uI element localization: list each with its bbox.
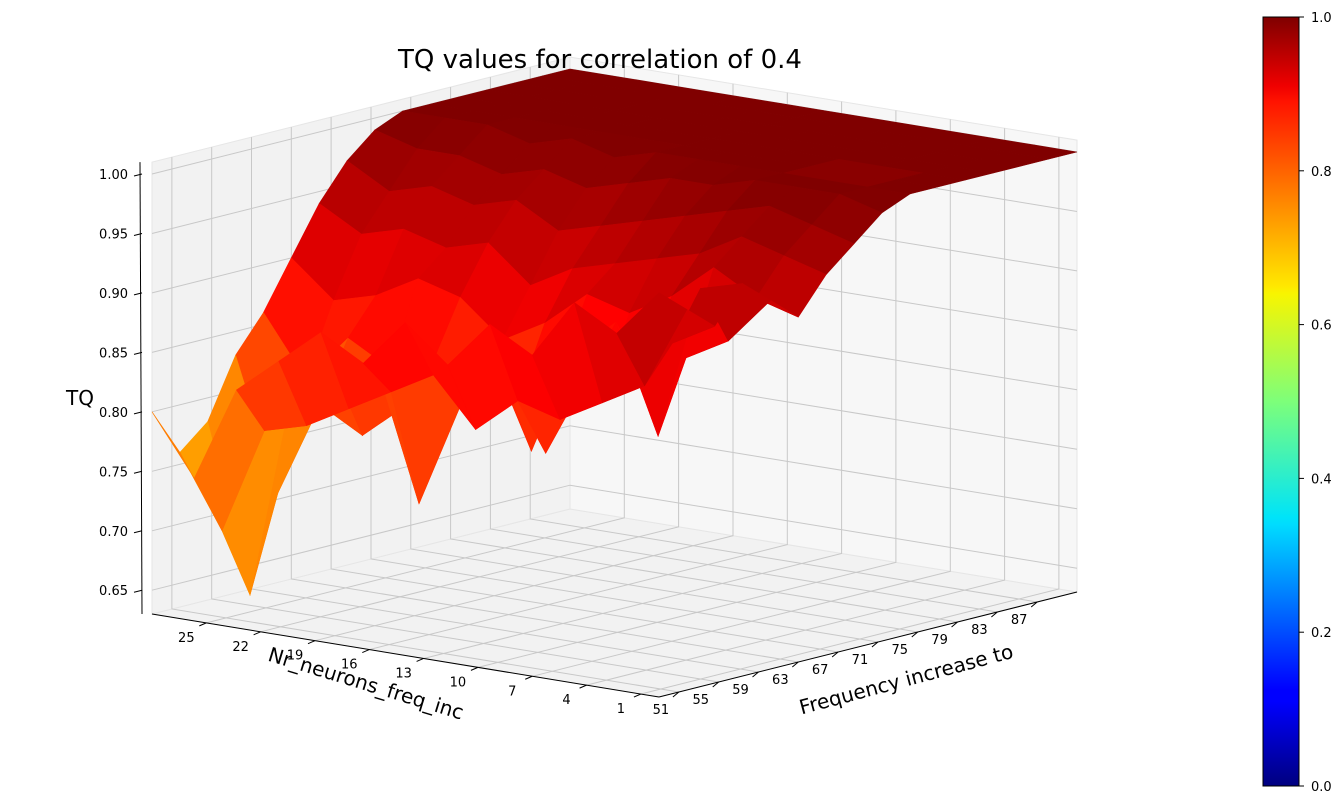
x-tick (831, 651, 839, 658)
y-axis-line (151, 613, 660, 698)
z-tick (133, 470, 143, 474)
y-tick (307, 640, 316, 645)
surface-plot (151, 68, 1078, 597)
x-tick (752, 671, 759, 678)
y-tick-label: 19 (287, 649, 304, 664)
z-tick-label: 0.75 (99, 465, 128, 480)
colorbar: 0.0 0.2 0.4 0.6 0.8 1.0 (1262, 11, 1332, 795)
chart-title: TQ values for correlation of 0.4 (397, 45, 802, 75)
grid-line-x (211, 147, 719, 683)
x-tick-label: 67 (812, 663, 829, 678)
grid-line-y (640, 137, 1060, 695)
x-tick (991, 611, 998, 618)
x-tick-label: 55 (692, 693, 709, 708)
z-tick-label: 0.70 (99, 525, 128, 540)
z-tick (133, 292, 143, 296)
x-tick-label: 83 (971, 623, 988, 638)
z-tick-label: 0.80 (99, 406, 128, 421)
x-tick-label: 63 (772, 673, 789, 688)
grid-line-y (532, 119, 951, 677)
x-tick-label: 87 (1011, 613, 1028, 628)
x-tick (792, 661, 799, 668)
y-tick-label: 1 (617, 702, 625, 717)
y-tick (525, 675, 533, 680)
colorbar-tick-label: 0.4 (1311, 472, 1332, 487)
y-tick-label: 13 (395, 666, 412, 681)
z-tick (133, 232, 143, 236)
x-tick-label: 59 (732, 683, 749, 698)
surface-facet (616, 292, 688, 387)
y-tick-label: 7 (508, 684, 516, 699)
x-tick (911, 631, 919, 638)
y-tick (470, 666, 479, 671)
y-tick-label: 10 (450, 675, 467, 690)
z-tick-label: 1.00 (99, 168, 128, 183)
x-tick-label: 75 (891, 643, 908, 658)
y-tick (362, 649, 370, 654)
x-tick (871, 641, 879, 648)
z-tick-label: 0.95 (99, 227, 128, 242)
y-tick-label: 16 (341, 658, 358, 673)
x-tick-label: 71 (852, 653, 869, 668)
y-tick (199, 622, 207, 627)
grid-line-y (477, 110, 897, 668)
x-tick (672, 691, 680, 698)
tick-marks: 51 55 59 63 67 71 75 79 83 87 25 22 19 16 13 10 7 4 1 0.65 0… (99, 168, 1038, 718)
colorbar-tick-label: 0.8 (1311, 165, 1332, 180)
y-tick (253, 631, 261, 636)
colorbar-gradient (1262, 16, 1300, 787)
colorbar-tick-label: 0.0 (1311, 780, 1332, 795)
colorbar-tick-label: 0.2 (1311, 626, 1332, 641)
z-tick (133, 411, 143, 415)
axis-lines (139, 162, 1078, 698)
colorbar-tick-label: 1.0 (1311, 11, 1332, 26)
grid-line-z (151, 484, 1078, 591)
z-tick (133, 589, 143, 593)
x-axis-line (658, 591, 1078, 698)
y-tick (579, 684, 587, 689)
z-tick (133, 173, 143, 177)
z-axis-line (139, 162, 143, 615)
z-tick (133, 351, 143, 355)
colorbar-tick-label: 0.6 (1311, 319, 1332, 334)
grid-line-x (171, 157, 679, 693)
y-tick-label: 4 (562, 693, 570, 708)
x-tick-label: 51 (653, 703, 670, 718)
x-tick (712, 681, 720, 688)
x-tick-label: 79 (931, 633, 948, 648)
y-tick-label: 25 (178, 631, 195, 646)
y-tick (416, 658, 424, 662)
colorbar-ticks: 0.0 0.2 0.4 0.6 0.8 1.0 (1299, 11, 1332, 795)
z-tick-label: 0.65 (99, 584, 128, 599)
grid-line-y (586, 128, 1006, 686)
y-tick-label: 22 (232, 640, 249, 655)
z-tick-label: 0.90 (99, 287, 128, 302)
y-tick (633, 693, 642, 698)
z-tick-label: 0.85 (99, 346, 128, 361)
z-axis-title: TQ (65, 386, 94, 410)
z-tick (133, 530, 143, 534)
grid-line-z (151, 425, 1078, 532)
x-tick (1030, 601, 1038, 608)
x-tick (951, 621, 958, 628)
